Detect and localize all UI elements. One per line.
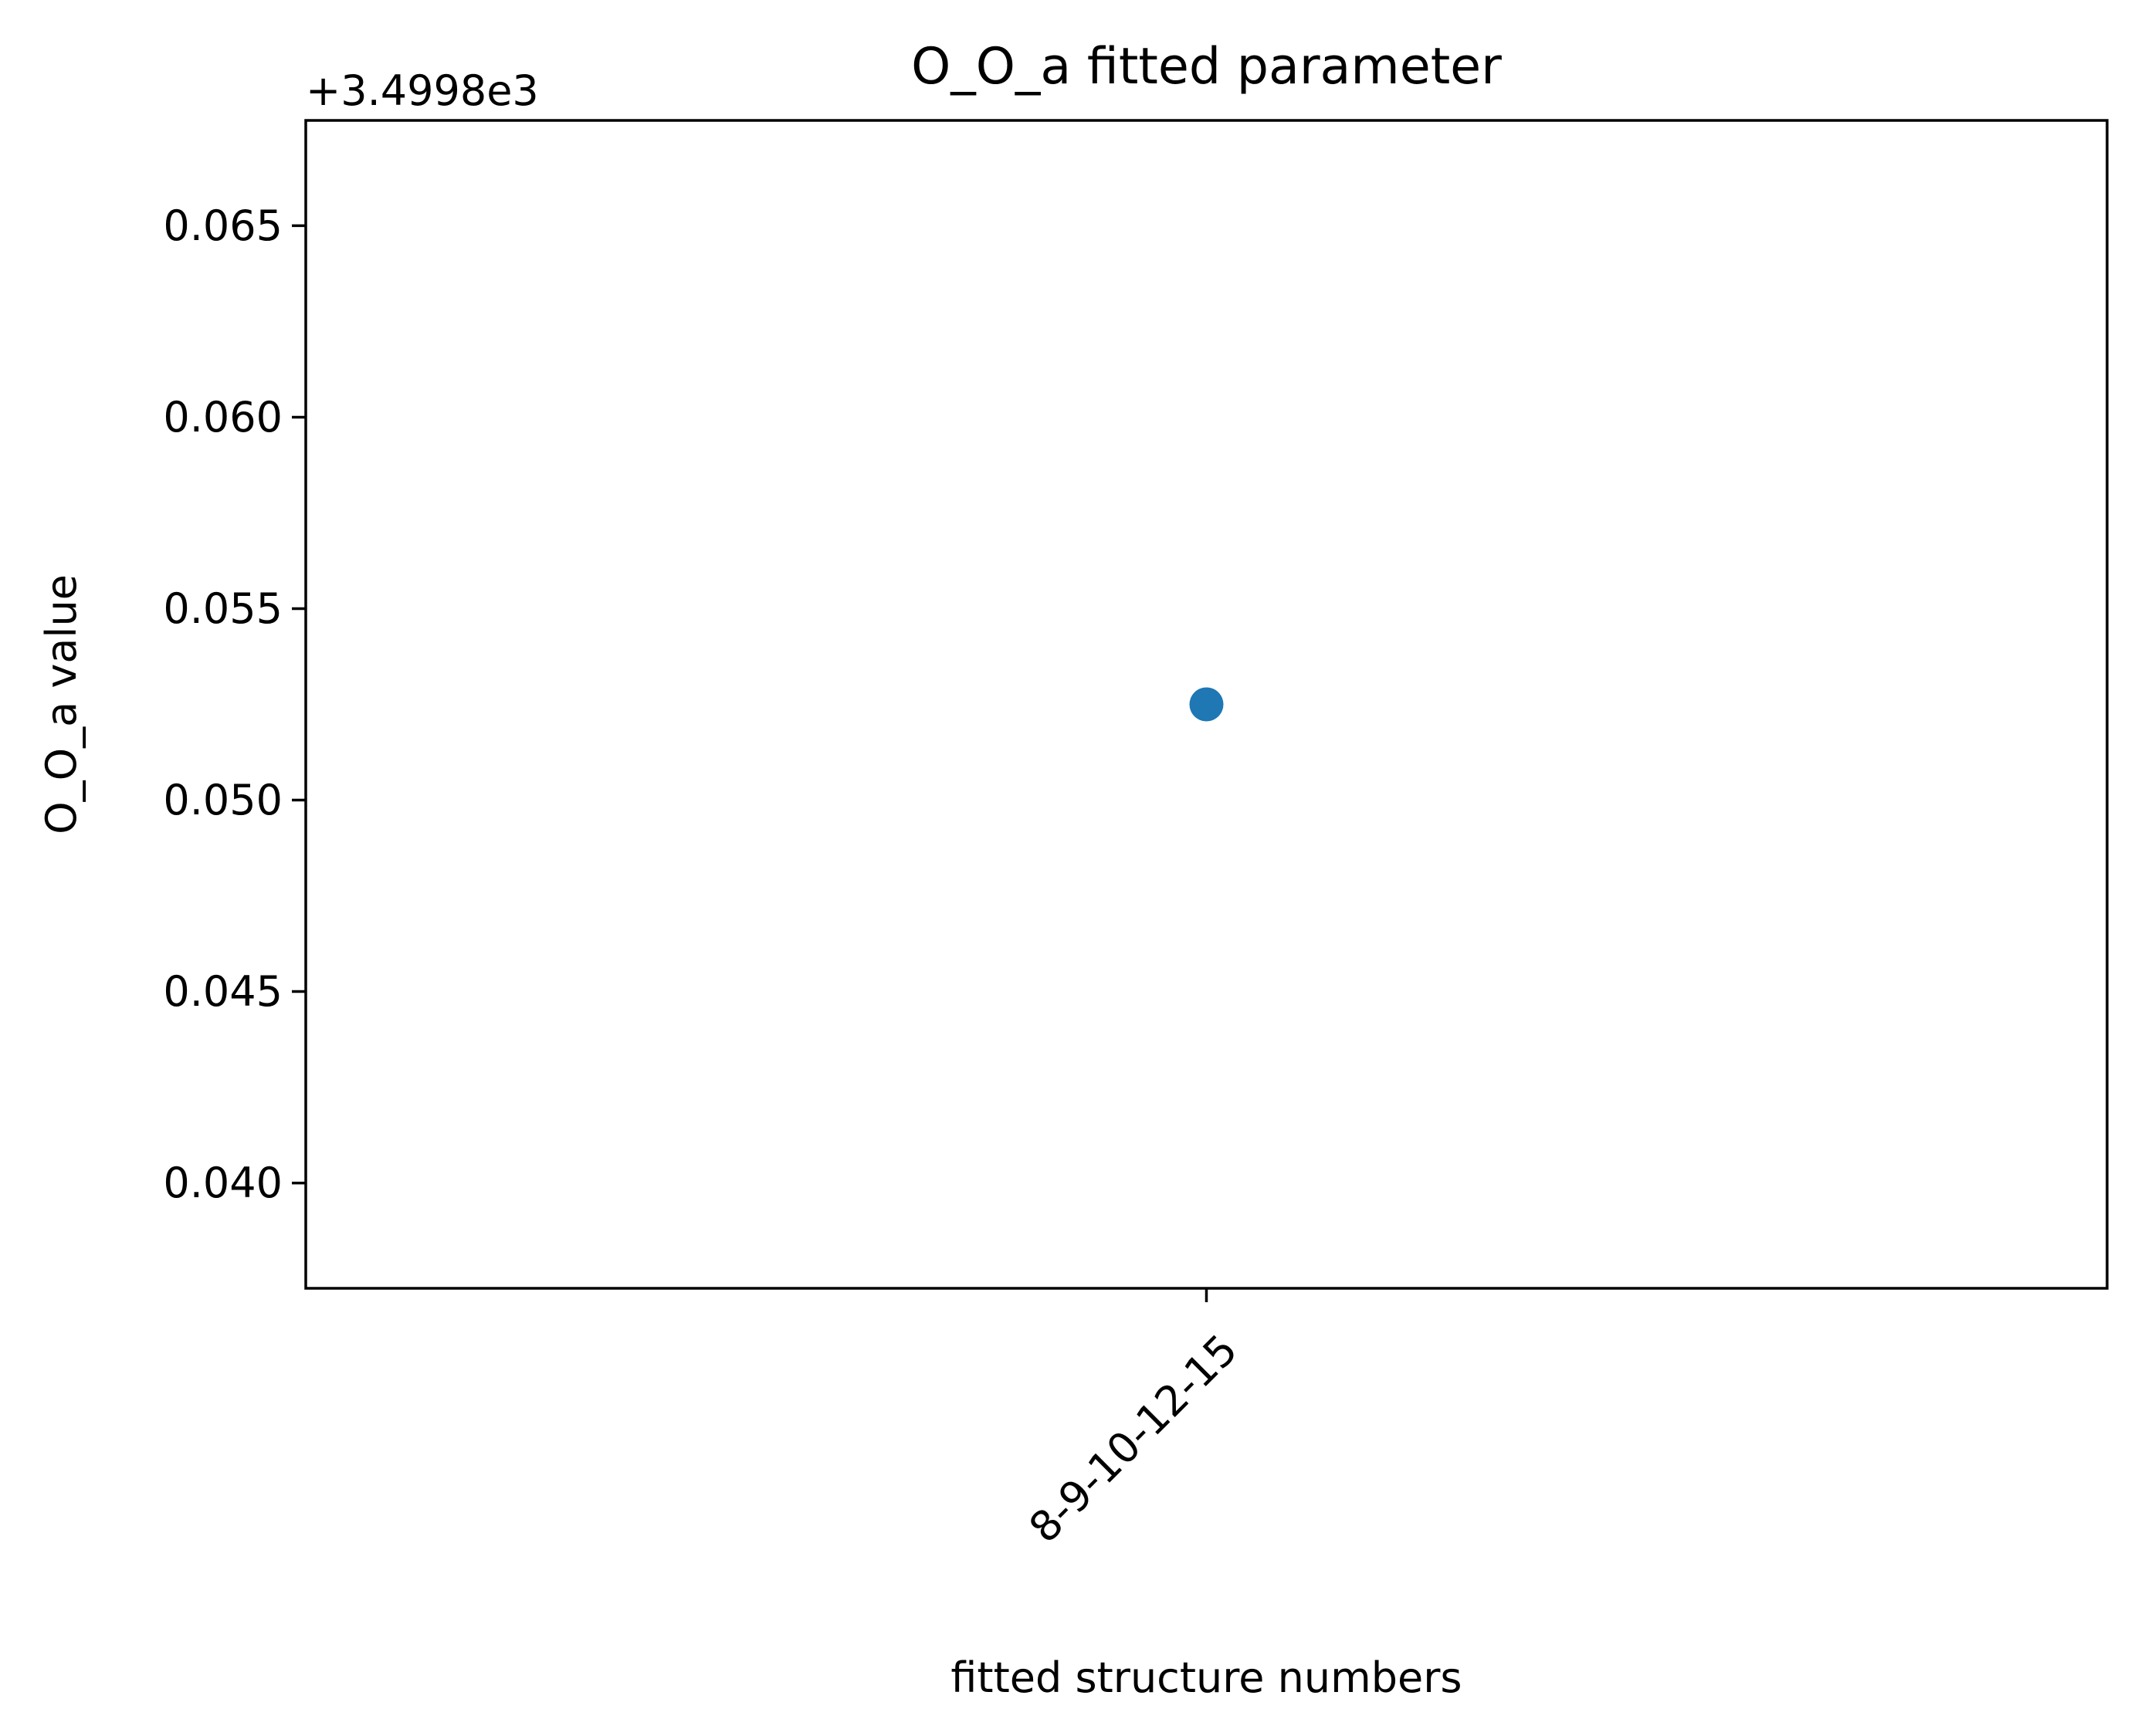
y-axis-label: O_O_a value bbox=[37, 574, 86, 834]
x-axis-ticks: 8-9-10-12-15 bbox=[1020, 1288, 1247, 1552]
y-tick-label: 0.040 bbox=[163, 1159, 283, 1207]
y-tick-label: 0.045 bbox=[163, 967, 283, 1016]
y-offset-label: +3.4998e3 bbox=[306, 66, 539, 115]
x-tick-label: 8-9-10-12-15 bbox=[1020, 1325, 1247, 1552]
y-axis-ticks: 0.040 0.045 0.050 0.055 0.060 0.065 bbox=[163, 201, 306, 1207]
x-axis-label: fitted structure numbers bbox=[950, 1653, 1462, 1702]
chart-title: O_O_a fitted parameter bbox=[911, 38, 1502, 96]
y-tick-label: 0.055 bbox=[163, 584, 283, 633]
y-tick-label: 0.060 bbox=[163, 393, 283, 442]
y-tick-label: 0.065 bbox=[163, 201, 283, 250]
data-point bbox=[1189, 687, 1224, 722]
data-points bbox=[1189, 687, 1224, 722]
y-tick-label: 0.050 bbox=[163, 776, 283, 824]
